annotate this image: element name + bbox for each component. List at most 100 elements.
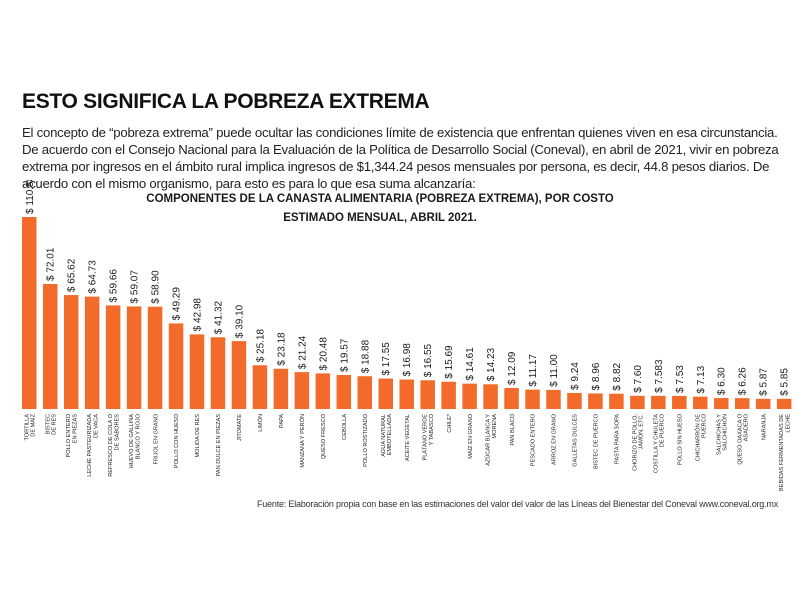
category-label: EMBOTELLADA — [387, 414, 393, 456]
category-label: PLÁTANO VERDE — [422, 414, 429, 461]
bar — [441, 381, 456, 409]
category-label: SALCHICHÓN — [722, 414, 729, 451]
bar-value-label: $ 14.61 — [465, 347, 476, 381]
bar — [483, 384, 498, 409]
bar-value-label: $ 18.88 — [360, 339, 371, 373]
bar — [588, 393, 603, 409]
category-label: CHICHARRÓN DE — [694, 414, 701, 462]
category-label: JAMÓN, ETC. — [638, 414, 645, 450]
bar — [84, 296, 100, 409]
category-label: PAN BLACO — [510, 413, 516, 445]
chart-category-labels: TORTILLA DE MAÍZ BISTEC DE RES POLLO ENTERO E… — [24, 413, 791, 491]
category-label: GALLETAS DULCES — [573, 414, 579, 467]
bar-value-label: $ 42.98 — [193, 298, 204, 332]
bar-value-label: $ 58.90 — [151, 270, 162, 304]
bar — [525, 389, 540, 409]
category-label: BEBIDAS FERMENTADAS DE — [779, 414, 785, 491]
bar-value-label: $ 16.55 — [423, 343, 434, 377]
category-label: ACEITE VEGETAL — [405, 414, 411, 461]
bar-value-label: $ 21.24 — [297, 335, 308, 369]
bar — [651, 395, 666, 409]
chart-title-line: ESTIMADO MENSUAL, ABRIL 2021. — [283, 212, 477, 224]
bar — [462, 383, 477, 409]
bar — [147, 306, 163, 409]
bar-value-label: $ 5.87 — [759, 368, 770, 396]
bar — [189, 334, 205, 409]
bar-value-label: $ 7.13 — [696, 365, 707, 393]
bar — [546, 389, 561, 409]
category-label: CHILE* — [447, 413, 453, 432]
bar-value-label: $ 110.58 — [25, 180, 36, 214]
bar — [399, 379, 414, 409]
bar — [630, 395, 645, 409]
category-label: MANZANA Y PERÓN — [299, 414, 306, 468]
category-label: Y TABASCO — [429, 413, 435, 445]
category-label: LIMÓN — [257, 414, 264, 432]
category-label: CHORIZO DE POLLO, — [632, 414, 638, 471]
category-label: DE SABORES — [114, 414, 120, 451]
bar — [567, 392, 582, 409]
bar — [210, 337, 226, 409]
bar — [63, 295, 79, 409]
bar — [755, 398, 771, 409]
category-label: PAN DULCE EN PIEZAS — [216, 414, 222, 477]
category-label: HUEVO DE GALLINA — [129, 414, 135, 469]
category-label: QUESO OAXACA O — [737, 413, 743, 464]
bar — [504, 388, 519, 409]
bar-value-label: $ 49.29 — [172, 287, 183, 321]
bar-value-label: $ 25.18 — [255, 328, 266, 362]
category-label: POLLO SIN HUESO — [678, 413, 684, 465]
bar-value-label: $ 41.32 — [213, 300, 224, 334]
bar-chart: COMPONENTES DE LA CANASTA ALIMENTARIA (P… — [22, 180, 792, 491]
bar-value-label: $ 64.73 — [88, 260, 99, 294]
category-label: ARROZ EN GRANO — [552, 413, 558, 465]
bar-value-label: $ 8.82 — [612, 362, 623, 390]
category-label: QUESO FRESCO — [321, 413, 327, 459]
bar — [315, 373, 331, 409]
intro-paragraph: El concepto de “pobreza extrema” puede o… — [22, 125, 779, 191]
bar-value-label: $ 20.48 — [318, 337, 329, 371]
bar — [776, 398, 792, 409]
bar — [42, 283, 58, 409]
category-label: EN PIEZAS — [73, 414, 79, 443]
headline: ESTO SIGNIFICA LA POBREZA EXTREMA — [22, 90, 430, 113]
category-label: JITOMATE — [237, 414, 243, 441]
category-label: NARANJA — [761, 414, 767, 440]
bar-value-label: $ 11.00 — [549, 354, 560, 387]
bar-value-label: $ 8.96 — [591, 362, 602, 390]
category-label: PASTA PARA SOPA — [615, 414, 621, 464]
bar — [378, 378, 393, 409]
bar-value-label: $ 5.85 — [780, 368, 791, 396]
bar-value-label: $ 72.01 — [46, 247, 57, 281]
category-label: DE PUERCO — [660, 413, 666, 447]
bar-value-label: $ 19.57 — [339, 338, 350, 372]
chart-title-line: COMPONENTES DE LA CANASTA ALIMENTARIA (P… — [146, 193, 614, 205]
category-label: REFRESCO DE COLA O — [108, 413, 114, 476]
category-label: PAPA — [279, 414, 285, 428]
bar-value-label: $ 16.98 — [402, 343, 413, 377]
category-label: BLANCO Y ROJO — [135, 413, 141, 459]
category-label: CEBOLLA — [342, 414, 348, 440]
bar — [693, 396, 708, 409]
category-label: POLLO ENTERO — [66, 413, 72, 457]
category-label: AGUA NATURAL — [381, 414, 387, 457]
bar-value-label: $ 65.62 — [67, 258, 78, 292]
category-label: POLLO ROSTIZADO — [363, 413, 369, 466]
bar — [294, 372, 310, 409]
category-label: POLLO CON HUESO — [174, 413, 180, 468]
category-label: AZÚCAR BLANCA Y — [485, 414, 492, 466]
category-label: PUERCO — [702, 413, 708, 438]
chart-value-labels: $ 110.58 $ 72.01 $ 65.62 $ 64.73 $ 59.66 $ 59… — [25, 180, 791, 396]
category-label: BISTEC — [45, 414, 51, 434]
chart-title: COMPONENTES DE LA CANASTA ALIMENTARIA (P… — [146, 193, 614, 224]
bar — [336, 375, 352, 409]
bar — [734, 398, 750, 409]
category-label: DE RES — [52, 414, 58, 435]
bar — [252, 365, 268, 409]
category-label: SALCHICHAS Y — [716, 414, 722, 455]
bar — [273, 368, 289, 409]
bar-value-label: $ 12.09 — [507, 351, 518, 385]
category-label: TORTILLA — [24, 414, 30, 441]
category-label: PESCADO ENTERO — [531, 413, 537, 466]
category-label: MORENA — [492, 414, 498, 439]
